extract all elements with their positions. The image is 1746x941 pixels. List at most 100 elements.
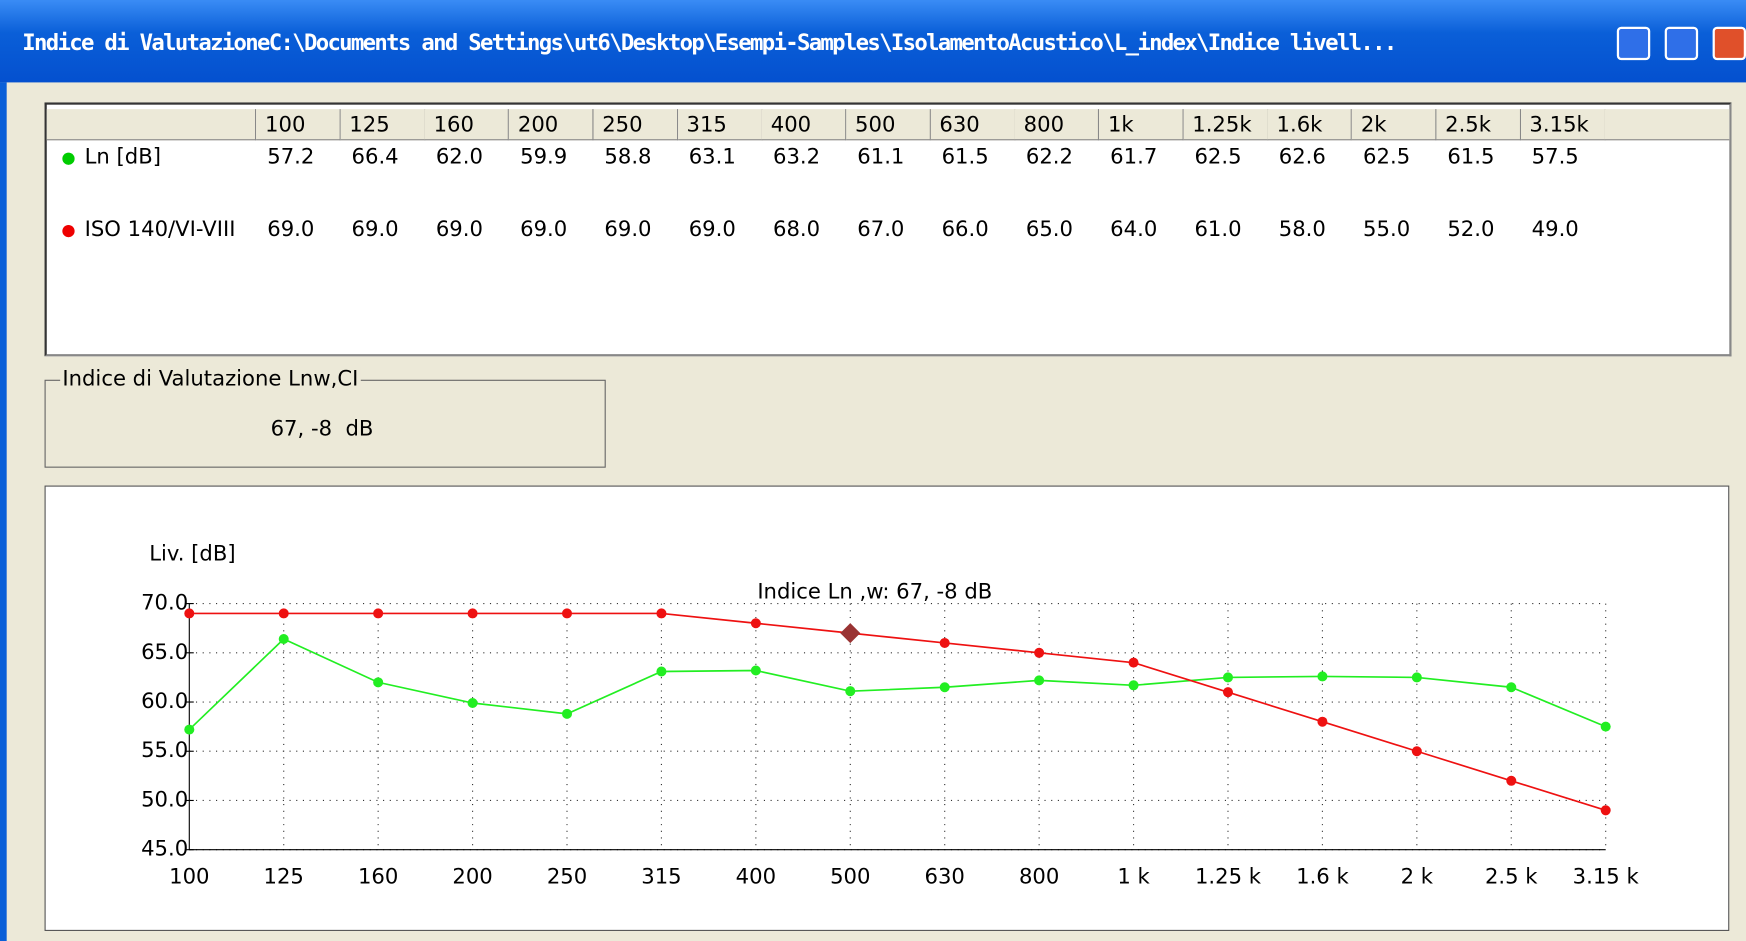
column-header: 100 [256, 109, 341, 140]
table-cell: 69.0 [436, 217, 483, 241]
y-tick-label: 60.0 [141, 688, 188, 713]
group-title: Indice di Valutazione Lnw,CI [60, 366, 360, 390]
x-tick-label: 1.6 k [1296, 864, 1349, 889]
table-cell: 57.2 [267, 145, 314, 169]
data-point [1412, 746, 1422, 756]
data-point [468, 608, 478, 618]
data-point [279, 634, 289, 644]
table-cell: 59.9 [520, 145, 567, 169]
data-point [845, 686, 855, 696]
x-tick-label: 1 k [1117, 864, 1150, 889]
header-corner [47, 109, 256, 140]
row-marker [62, 225, 74, 237]
data-point [562, 608, 572, 618]
row-label: ISO 140/VI-VIII [85, 217, 236, 241]
column-header: 125 [340, 109, 425, 140]
data-point [184, 608, 194, 618]
row-marker [62, 153, 74, 165]
column-header: 160 [425, 109, 510, 140]
table-cell: 68.0 [773, 217, 820, 241]
column-header: 500 [846, 109, 931, 140]
row-label: Ln [dB] [85, 145, 161, 169]
table-cell: 57.5 [1532, 145, 1579, 169]
table-cell: 62.5 [1194, 145, 1241, 169]
table-cell: 58.0 [1279, 217, 1326, 241]
reference-marker [840, 623, 860, 643]
header-filler [1605, 109, 1729, 140]
data-point [1506, 776, 1516, 786]
maximize-button[interactable] [1665, 27, 1698, 60]
data-point [1129, 680, 1139, 690]
column-header: 250 [593, 109, 678, 140]
window-border [0, 82, 7, 941]
table-cell: 62.5 [1363, 145, 1410, 169]
window: Indice di ValutazioneC:\Documents and Se… [0, 0, 1746, 941]
table-cell: 61.0 [1194, 217, 1241, 241]
data-point [656, 666, 666, 676]
x-tick-label: 500 [830, 864, 870, 889]
table-cell: 63.2 [773, 145, 820, 169]
table-cell: 65.0 [1026, 217, 1073, 241]
table-cell: 61.1 [857, 145, 904, 169]
x-tick-label: 100 [169, 864, 209, 889]
x-tick-label: 2 k [1401, 864, 1434, 889]
data-point [1034, 675, 1044, 685]
column-header: 400 [762, 109, 847, 140]
column-header: 315 [678, 109, 763, 140]
table-cell: 62.0 [436, 145, 483, 169]
table-cell: 66.4 [352, 145, 399, 169]
x-tick-label: 125 [264, 864, 304, 889]
data-point [1412, 672, 1422, 682]
data-point [1317, 671, 1327, 681]
table-cell: 69.0 [520, 217, 567, 241]
chart-panel: Liv. [dB]45.050.055.060.065.070.01001251… [45, 486, 1730, 931]
data-point [1506, 682, 1516, 692]
data-point [373, 677, 383, 687]
x-tick-label: 800 [1019, 864, 1059, 889]
x-tick-label: 250 [547, 864, 587, 889]
column-header: 200 [509, 109, 594, 140]
table-cell: 61.5 [942, 145, 989, 169]
table-cell: 61.5 [1447, 145, 1494, 169]
minimize-button[interactable] [1617, 27, 1650, 60]
column-header: 3.15k [1521, 109, 1606, 140]
data-point [1129, 658, 1139, 668]
window-title: Indice di ValutazioneC:\Documents and Se… [22, 29, 1395, 56]
table-cell: 69.0 [689, 217, 736, 241]
table-cell: 62.6 [1279, 145, 1326, 169]
table-cell: 67.0 [857, 217, 904, 241]
table-cell: 69.0 [267, 217, 314, 241]
y-tick-label: 45.0 [141, 836, 188, 861]
data-point [279, 608, 289, 618]
column-header: 1.6k [1268, 109, 1353, 140]
table-cell: 58.8 [604, 145, 651, 169]
data-point [468, 698, 478, 708]
table-cell: 55.0 [1363, 217, 1410, 241]
table-cell: 64.0 [1110, 217, 1157, 241]
table-cell: 63.1 [689, 145, 736, 169]
column-header: 1.25k [1183, 109, 1268, 140]
column-header: 630 [930, 109, 1015, 140]
data-point [562, 709, 572, 719]
table-cell: 52.0 [1447, 217, 1494, 241]
y-tick-label: 65.0 [141, 639, 188, 664]
y-tick-label: 55.0 [141, 737, 188, 762]
table-cell: 61.7 [1110, 145, 1157, 169]
x-tick-label: 3.15 k [1573, 864, 1640, 889]
data-point [1223, 672, 1233, 682]
data-point [1601, 805, 1611, 815]
table-cell: 69.0 [352, 217, 399, 241]
group-value: 67, -8 dB [271, 416, 374, 440]
x-tick-label: 2.5 k [1485, 864, 1538, 889]
annotation: Indice Ln ,w: 67, -8 dB [757, 578, 992, 603]
x-tick-label: 200 [452, 864, 492, 889]
series-line [189, 613, 1605, 810]
data-point [751, 666, 761, 676]
data-point [184, 725, 194, 735]
table-cell: 62.2 [1026, 145, 1073, 169]
x-tick-label: 1.25 k [1195, 864, 1262, 889]
close-button[interactable] [1713, 27, 1746, 60]
column-header: 800 [1015, 109, 1100, 140]
x-tick-label: 160 [358, 864, 398, 889]
